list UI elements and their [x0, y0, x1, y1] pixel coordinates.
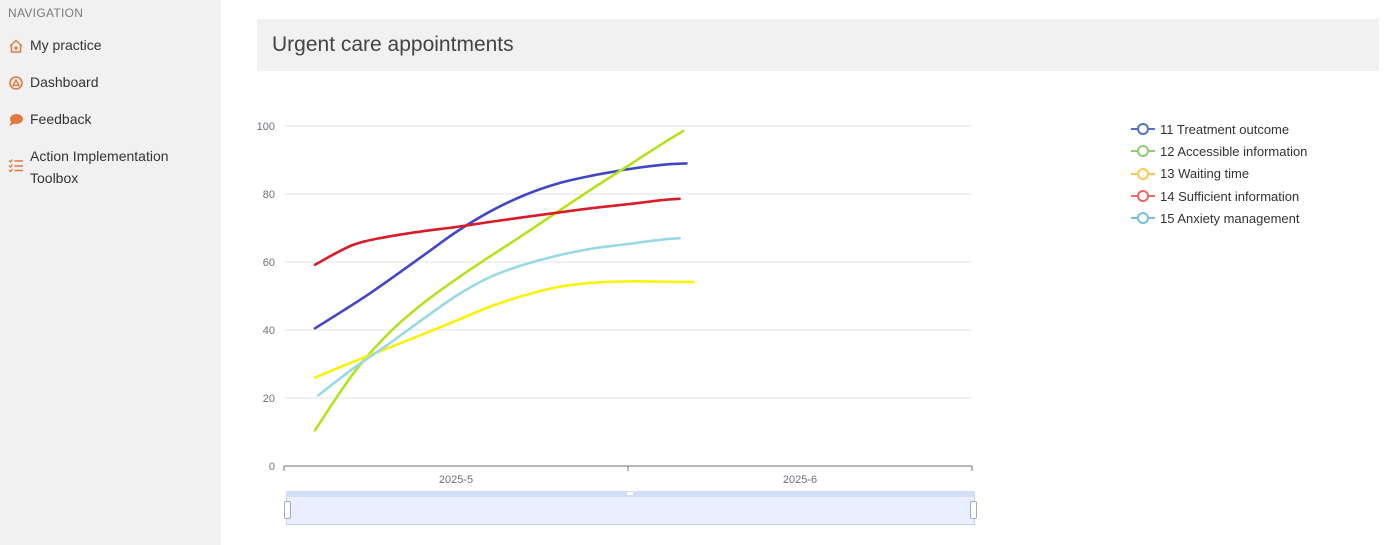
sidebar-item-label: Dashboard	[30, 74, 99, 90]
legend-marker-icon	[1131, 211, 1155, 225]
series-line-4	[313, 197, 681, 266]
x-tick-label: 2025-6	[783, 474, 817, 486]
series-line-2	[313, 129, 685, 432]
x-tick-label: 2025-5	[439, 474, 473, 486]
sidebar-item-my-practice[interactable]: My practice	[8, 37, 102, 56]
dashboard-icon	[8, 75, 24, 91]
nav-heading: NAVIGATION	[8, 6, 84, 20]
sidebar-item-action-toolbox[interactable]: Action Implementation Toolbox	[8, 148, 200, 189]
series-line-5	[317, 236, 681, 397]
legend-item[interactable]: 15 Anxiety management	[1131, 207, 1307, 229]
sidebar-item-dashboard[interactable]: Dashboard	[8, 74, 99, 93]
zoom-handle-left[interactable]	[284, 501, 291, 519]
y-tick-label: 80	[263, 189, 275, 201]
sidebar-item-feedback[interactable]: Feedback	[8, 111, 91, 130]
legend-marker-icon	[1131, 189, 1155, 203]
legend-label: 12 Accessible information	[1160, 143, 1308, 159]
line-chart: 0 20 40 60 80 100 2025-5 2025-6 11 Treatment ou…	[221, 0, 1386, 545]
legend-marker-icon	[1131, 167, 1155, 181]
y-tick-label: 20	[263, 393, 275, 405]
checklist-icon	[8, 157, 24, 173]
sidebar-item-label: My practice	[30, 37, 102, 53]
y-tick-label: 100	[257, 121, 275, 133]
legend-label: 15 Anxiety management	[1160, 210, 1300, 226]
house-icon	[8, 38, 24, 54]
sidebar-item-label: Feedback	[30, 111, 92, 127]
sidebar: NAVIGATION My practice Dashboard	[0, 0, 221, 545]
speech-bubble-icon	[8, 112, 24, 128]
series-line-3	[313, 280, 695, 379]
y-tick-label: 40	[263, 325, 275, 337]
chart-legend: 11 Treatment outcome 12 Accessible inform…	[1131, 118, 1307, 229]
legend-item[interactable]: 11 Treatment outcome	[1131, 118, 1307, 140]
zoom-handle-right[interactable]	[970, 501, 977, 519]
data-zoom-slider[interactable]	[284, 491, 977, 525]
main-content: Urgent care appointments 0 20 40 60 80 100 202…	[221, 0, 1386, 545]
legend-marker-icon	[1131, 144, 1155, 158]
legend-item[interactable]: 12 Accessible information	[1131, 140, 1307, 162]
series-line-1	[313, 162, 688, 330]
legend-label: 14 Sufficient information	[1160, 188, 1300, 204]
zoom-grip-icon	[627, 492, 633, 495]
y-tick-label: 60	[263, 257, 275, 269]
legend-item[interactable]: 13 Waiting time	[1131, 163, 1307, 185]
chart-svg: 0 20 40 60 80 100 2025-5 2025-6	[257, 121, 973, 486]
page-title: Urgent care appointments	[272, 33, 514, 56]
legend-label: 11 Treatment outcome	[1160, 121, 1290, 137]
sidebar-item-label: Action Implementation Toolbox	[30, 148, 169, 186]
legend-item[interactable]: 14 Sufficient information	[1131, 185, 1307, 207]
y-tick-label: 0	[269, 461, 275, 473]
legend-label: 13 Waiting time	[1160, 166, 1250, 182]
title-bar: Urgent care appointments	[257, 19, 1379, 71]
legend-marker-icon	[1131, 122, 1155, 136]
